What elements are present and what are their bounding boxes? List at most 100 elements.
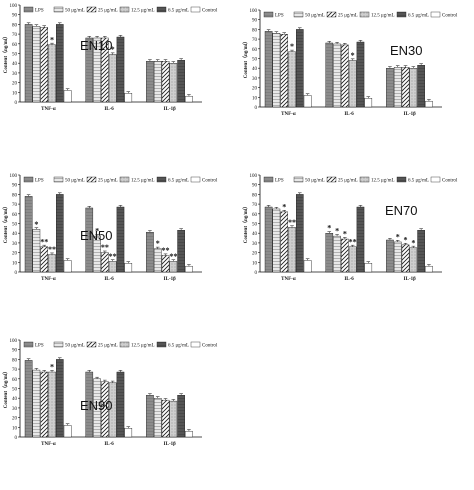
bar (40, 27, 48, 103)
legend: LPS 50 μg/mL 25 μg/mL 12.5 μg/mL 6.5 μg/mL Co… (23, 176, 218, 184)
bar (288, 51, 296, 108)
x-tick-label: IL-1β (164, 442, 176, 447)
legend-entry: LPS (275, 14, 284, 19)
y-tick-label: 90 (252, 19, 258, 24)
bar (24, 196, 33, 273)
y-tick-label: 70 (12, 33, 18, 38)
bar (386, 68, 394, 108)
bar (356, 206, 365, 273)
legend-swatch (396, 11, 407, 18)
y-tick-label: 80 (12, 193, 18, 198)
legend-swatch (293, 11, 304, 18)
bar (264, 31, 273, 108)
y-tick-label: 80 (252, 193, 258, 198)
y-tick-label: 70 (12, 368, 18, 373)
significance-mark: * (396, 232, 400, 241)
bar (425, 100, 433, 108)
legend-entry: LPS (35, 344, 44, 349)
legend-entry: 12.5 μg/mL (131, 9, 155, 14)
bar (325, 42, 334, 108)
legend-entry: Control (202, 344, 218, 349)
y-tick-label: 90 (12, 14, 18, 19)
bar (185, 265, 193, 273)
bar (24, 360, 33, 438)
y-tick-label: 0 (15, 436, 18, 441)
bar (48, 371, 56, 438)
legend-swatch (293, 176, 304, 183)
bar (32, 229, 41, 273)
bar (108, 54, 117, 103)
bar (161, 255, 170, 273)
bar (63, 90, 72, 103)
x-tick-label: TNF-α (281, 112, 296, 117)
bar (63, 260, 72, 273)
y-tick-label: 0 (15, 101, 18, 106)
x-tick-label: IL-6 (104, 107, 114, 112)
x-tick-label: IL-6 (344, 112, 354, 117)
x-tick-label: TNF-α (41, 107, 56, 112)
legend-swatch (190, 176, 201, 183)
significance-mark: * (156, 239, 160, 248)
panel-title: EN50 (80, 228, 113, 243)
bar (272, 208, 281, 273)
bar (303, 95, 312, 108)
legend-entry: LPS (35, 9, 44, 14)
x-tick-label: IL-1β (404, 112, 416, 117)
y-tick-label: 10 (12, 426, 18, 431)
y-tick-label: 20 (12, 82, 18, 87)
bar (185, 95, 193, 103)
legend-entry: 6.5 μg/mL (408, 14, 429, 19)
bar (341, 44, 349, 108)
y-tick-label: 70 (252, 203, 258, 208)
y-tick-label: 20 (252, 87, 258, 92)
significance-mark: * (50, 363, 54, 372)
legend-entry: 50 μg/mL (305, 14, 325, 19)
legend-entry: 25 μg/mL (338, 179, 358, 184)
bar (124, 428, 133, 438)
bar (32, 369, 41, 438)
legend-swatch (190, 6, 201, 13)
legend-entry: 6.5 μg/mL (168, 344, 189, 349)
bar (425, 265, 433, 273)
significance-mark: * (111, 45, 115, 54)
legend-swatch (156, 6, 167, 13)
legend-swatch (119, 341, 130, 348)
y-tick-label: 60 (12, 378, 18, 383)
bar (63, 425, 72, 438)
bar (280, 211, 288, 273)
significance-mark: * (50, 35, 54, 44)
y-tick-label: 30 (12, 72, 18, 77)
y-tick-label: 50 (252, 223, 258, 228)
chart-panel-en50: 0 10 20 30 40 50 60 70 80 90 100 Content（ng/ml） LPS 5… (3, 174, 218, 282)
y-tick-label: 100 (10, 174, 18, 179)
legend: LPS 50 μg/mL 25 μg/mL 12.5 μg/mL 6.5 μg/mL Co… (263, 176, 458, 184)
bar (40, 246, 48, 273)
legend-entry: 6.5 μg/mL (168, 9, 189, 14)
bar (153, 398, 162, 438)
legend-swatch (190, 341, 201, 348)
legend-swatch (23, 6, 34, 13)
y-tick-label: 30 (12, 242, 18, 247)
x-tick-label: TNF-α (41, 442, 56, 447)
y-tick-label: 70 (252, 38, 258, 43)
bar (177, 230, 185, 273)
bar (48, 44, 56, 103)
bar (146, 61, 154, 103)
y-tick-label: 80 (12, 23, 18, 28)
bar (296, 194, 304, 273)
chart-panel-en10: 0 10 20 30 40 50 60 70 80 90 100 Content（ng/ml） LPS 5… (3, 4, 218, 112)
significance-mark: * (34, 220, 38, 229)
bar (24, 24, 33, 103)
bar (356, 41, 365, 108)
bar (124, 263, 133, 273)
legend-swatch (359, 11, 370, 18)
y-tick-label: 30 (252, 242, 258, 247)
legend-entry: Control (202, 179, 218, 184)
significance-mark: * (411, 238, 415, 247)
y-tick-label: 40 (252, 67, 258, 72)
bar (56, 194, 64, 273)
legend-swatch (156, 176, 167, 183)
y-tick-label: 30 (12, 407, 18, 412)
bar (341, 238, 349, 273)
